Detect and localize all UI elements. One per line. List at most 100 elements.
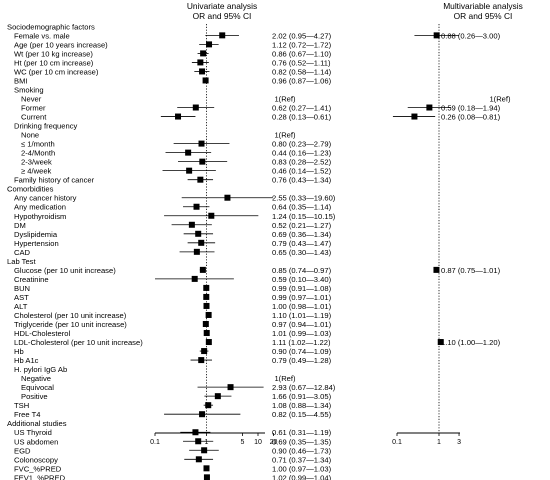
uni-tick-label: 0.1 bbox=[150, 439, 160, 446]
uni-value-label: 2.02 (0.95—4.27) bbox=[272, 31, 332, 40]
row-group-label: Additional studies bbox=[7, 419, 67, 428]
uni-point-estimate bbox=[203, 474, 210, 480]
uni-point-estimate bbox=[202, 321, 209, 327]
uni-point-estimate bbox=[203, 465, 210, 472]
row-label: LDL-Cholesterol (per 10 unit increase) bbox=[14, 338, 143, 347]
uni-value-label: 0.76 (0.52—1.11) bbox=[272, 58, 331, 67]
row-label: Triglyceride (per 10 unit increase) bbox=[14, 320, 127, 329]
uni-tick-label: 5 bbox=[241, 439, 245, 446]
uni-point-estimate bbox=[197, 59, 204, 66]
row-label: Former bbox=[21, 104, 46, 113]
multi-tick-label: 0.1 bbox=[392, 439, 402, 446]
uni-point-estimate bbox=[200, 50, 207, 57]
uni-value-label: 0.69 (0.36—1.34) bbox=[272, 230, 332, 239]
row-group-label: Lab Test bbox=[7, 257, 36, 266]
uni-point-estimate bbox=[199, 158, 206, 165]
uni-value-label: 2.55 (0.33—19.60) bbox=[272, 194, 336, 203]
uni-value-label: 0.99 (0.91—1.08) bbox=[272, 284, 332, 293]
uni-value-label: 1.00 (0.98—1.01) bbox=[272, 302, 332, 311]
uni-point-estimate bbox=[227, 384, 234, 391]
row-label: ALT bbox=[14, 302, 28, 311]
row-label: Equivocal bbox=[21, 383, 54, 392]
uni-ref-label: 1(Ref) bbox=[274, 95, 296, 104]
multi-value-label: 0.59 (0.18—1.94) bbox=[441, 104, 501, 113]
row-label: None bbox=[21, 131, 39, 140]
uni-point-estimate bbox=[206, 41, 213, 48]
uni-value-label: 0.46 (0.14—1.52) bbox=[272, 167, 332, 176]
uni-point-estimate bbox=[197, 176, 204, 183]
uni-value-label: 1.12 (0.72—1.72) bbox=[272, 40, 332, 49]
uni-value-label: 0.62 (0.27—1.41) bbox=[272, 104, 332, 113]
uni-point-estimate bbox=[205, 339, 212, 346]
row-label: Hb A1c bbox=[14, 356, 39, 365]
row-label: BMI bbox=[14, 76, 28, 85]
multi-value-label: 0.26 (0.08—0.81) bbox=[441, 113, 501, 122]
uni-ref-label: 1(Ref) bbox=[274, 131, 296, 140]
uni-value-label: 1.00 (0.97—1.03) bbox=[272, 464, 332, 473]
uni-ref-label: 1(Ref) bbox=[274, 374, 296, 383]
uni-point-estimate bbox=[199, 411, 206, 418]
uni-point-estimate bbox=[192, 104, 199, 111]
row-label: HDL-Cholesterol bbox=[14, 329, 70, 338]
uni-value-label: 2.93 (0.67—12.84) bbox=[272, 383, 336, 392]
uni-point-estimate bbox=[208, 212, 215, 219]
uni-value-label: 0.85 (0.74—0.97) bbox=[272, 266, 332, 275]
row-label: Glucose (per 10 unit increase) bbox=[14, 266, 116, 275]
uni-point-estimate bbox=[219, 32, 226, 39]
row-label: Any cancer history bbox=[14, 194, 77, 203]
uni-value-label: 0.80 (0.23—2.79) bbox=[272, 140, 332, 149]
uni-point-estimate bbox=[195, 456, 202, 463]
multi-point-estimate bbox=[433, 32, 440, 39]
multi-tick-label: 3 bbox=[457, 439, 461, 446]
row-label: ≤ 1/month bbox=[21, 140, 55, 149]
multi-value-label: 0.87 (0.75—1.01) bbox=[441, 266, 501, 275]
row-label: FVC_%PRED bbox=[14, 464, 62, 473]
row-label: DM bbox=[14, 221, 26, 230]
multi-point-estimate bbox=[433, 266, 440, 273]
uni-point-estimate bbox=[198, 140, 205, 147]
uni-value-label: 1.11 (1.02—1.22) bbox=[272, 338, 331, 347]
multi-point-estimate bbox=[437, 339, 444, 346]
row-label: Colonoscopy bbox=[14, 455, 58, 464]
uni-value-label: 0.28 (0.13—0.61) bbox=[272, 113, 332, 122]
row-label: AST bbox=[14, 293, 29, 302]
row-label: Current bbox=[21, 113, 47, 122]
uni-value-label: 0.79 (0.43—1.47) bbox=[272, 239, 332, 248]
uni-value-label: 1.01 (0.99—1.03) bbox=[272, 329, 332, 338]
row-group-label: Smoking bbox=[14, 85, 44, 94]
uni-tick-label: 10 bbox=[254, 439, 262, 446]
row-group-label: Sociodemographic factors bbox=[7, 22, 95, 31]
row-label: ≥ 4/week bbox=[21, 167, 52, 176]
uni-value-label: 1.66 (0.91—3.05) bbox=[272, 392, 332, 401]
uni-value-label: 0.90 (0.74—1.09) bbox=[272, 347, 332, 356]
row-label: WC (per 10 cm increase) bbox=[14, 67, 99, 76]
row-label: Family history of cancer bbox=[14, 176, 95, 185]
multi-panel-title: Multivariable analysis bbox=[443, 1, 523, 11]
uni-point-estimate bbox=[203, 302, 210, 309]
row-group-label: Comorbidities bbox=[7, 185, 54, 194]
uni-value-label: 1.08 (0.88—1.34) bbox=[272, 401, 332, 410]
uni-value-label: 0.61 (0.31—1.19) bbox=[272, 428, 332, 437]
multi-point-estimate bbox=[411, 113, 418, 120]
row-label: Negative bbox=[21, 374, 51, 383]
row-label: Never bbox=[21, 95, 42, 104]
uni-point-estimate bbox=[203, 293, 210, 300]
uni-tick-label: 1 bbox=[205, 439, 209, 446]
uni-value-label: 0.83 (0.28—2.52) bbox=[272, 158, 332, 167]
row-label: TSH bbox=[14, 401, 29, 410]
uni-value-label: 0.82 (0.15—4.55) bbox=[272, 410, 332, 419]
uni-point-estimate bbox=[201, 348, 208, 355]
uni-value-label: 0.65 (0.30—1.43) bbox=[272, 248, 332, 257]
uni-panel-subtitle: OR and 95% CI bbox=[193, 11, 252, 21]
uni-value-label: 0.82 (0.58—1.14) bbox=[272, 67, 332, 76]
row-label: 2-4/Month bbox=[21, 149, 55, 158]
uni-value-label: 0.90 (0.46—1.73) bbox=[272, 446, 332, 455]
row-label: FEV1_%PRED bbox=[14, 473, 66, 480]
multi-tick-label: 1 bbox=[437, 439, 441, 446]
row-label: Free T4 bbox=[14, 410, 40, 419]
uni-point-estimate bbox=[198, 239, 205, 246]
row-label: Cholesterol (per 10 unit increase) bbox=[14, 311, 127, 320]
multi-panel-subtitle: OR and 95% CI bbox=[454, 11, 513, 21]
uni-point-estimate bbox=[175, 113, 182, 120]
